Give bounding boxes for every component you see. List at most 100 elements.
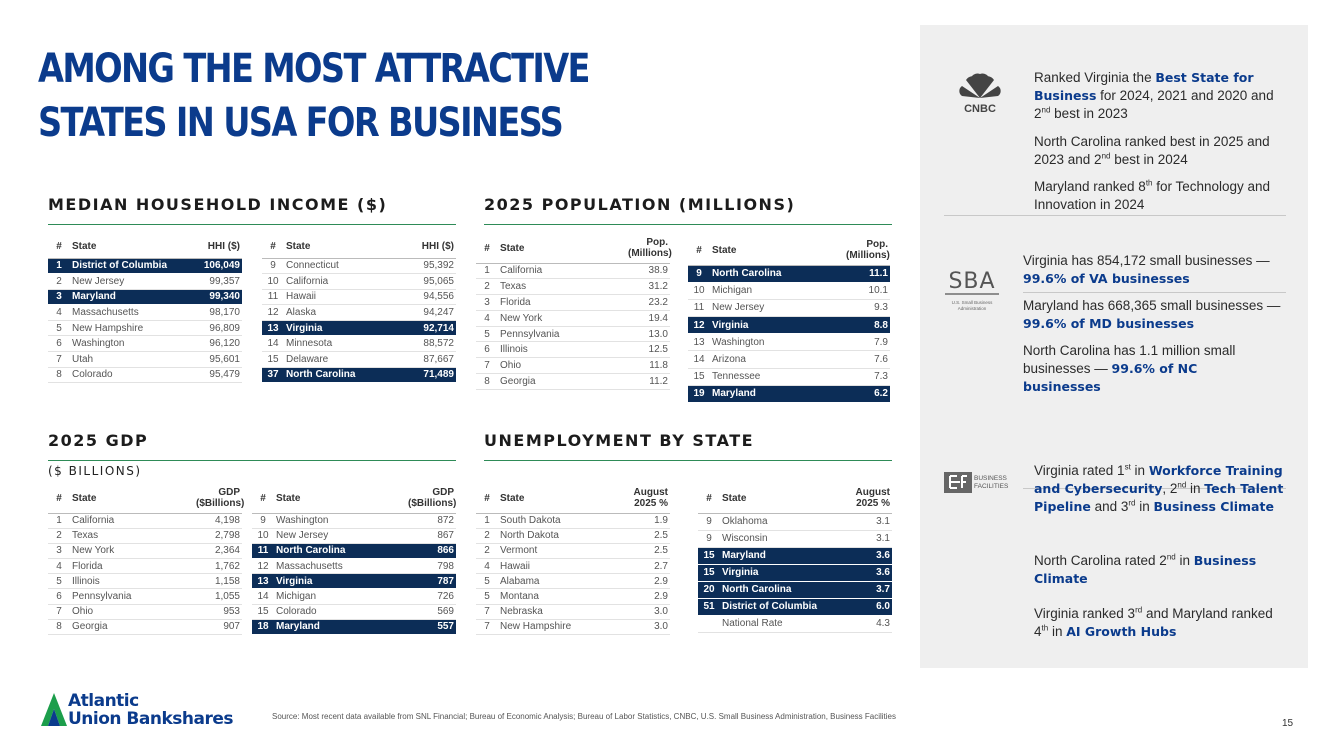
table-row: 5 Pennsylvania 13.0 [476,326,670,343]
table-row: 8 Colorado 95,479 [48,367,242,384]
text-segment: Virginia has 854,172 small businesses — [1023,253,1270,268]
divider [944,215,1286,216]
value-cell: 95,065 [414,273,456,290]
value-cell: 31.2 [626,278,670,296]
table-row: 4 New York 19.4 [476,310,670,327]
state-cell: District of Columbia [720,598,844,616]
value-cell: 95,479 [200,367,242,384]
state-cell: New Jersey [710,299,844,318]
value-cell: 1,158 [194,573,242,590]
state-cell: Massachusetts [274,558,406,575]
value-cell: 866 [406,543,456,560]
table-row: 13 Virginia 92,714 [262,320,456,337]
value-cell: 7.9 [844,333,890,352]
rank-cell: 20 [698,581,720,599]
table-row: 20 North Carolina 3.7 [698,581,892,599]
state-cell: District of Columbia [70,258,200,275]
text-segment: North Carolina rated 2 [1034,553,1167,568]
table-row: 14 Arizona 7.6 [688,350,890,369]
value-cell: 7.3 [844,368,890,386]
state-cell: New Jersey [274,528,406,544]
table-row: 19 Maryland 6.2 [688,385,890,404]
value-cell: 1.9 [624,513,670,529]
rank-cell: 1 [48,258,70,275]
company-name-line-2: Union Bankshares [68,709,234,729]
value-cell: 872 [406,513,456,529]
svg-text:Administration: Administration [958,306,987,311]
text-segment: and Maryland ranked 4 [1034,606,1273,639]
state-cell: Pennsylvania [70,588,194,605]
value-cell: 13.0 [626,326,670,343]
rank-cell: 9 [698,530,720,548]
text-segment: nd [1166,552,1176,562]
value-cell: 88,572 [414,335,456,353]
text-segment: th [1145,178,1153,188]
population-heading: 2025 POPULATION (MILLIONS) [484,195,892,225]
table-row: 2 Vermont 2.5 [476,543,670,560]
gdp-table-left: # State GDP ($Billions) 1 California 4,198 2 Te… [48,484,244,636]
rank-cell: 3 [48,543,70,560]
table-row: 5 New Hampshire 96,809 [48,320,242,337]
value-cell: 3.6 [844,547,892,565]
table-row: 2 Texas 31.2 [476,278,670,296]
rank-cell: 14 [252,588,274,605]
state-cell: Florida [70,558,194,575]
state-cell: Hawaii [284,289,414,306]
state-cell: North Carolina [274,543,406,560]
state-cell: Ohio [70,604,194,620]
rank-cell: 37 [262,367,284,384]
highlight-text: Best State for Business [1034,70,1254,103]
state-cell: South Dakota [498,513,624,529]
value-cell: 3.1 [844,513,892,531]
rank-cell: 6 [476,341,498,359]
table-row: 7 New Hampshire 3.0 [476,619,670,636]
table-row: 4 Massachusetts 98,170 [48,304,242,321]
rank-cell: 51 [698,598,720,616]
table-row: 11 Hawaii 94,556 [262,289,456,306]
value-cell: 11.2 [626,373,670,390]
text-segment: rd [1128,498,1136,508]
column-header: Pop. (Millions) [844,236,890,266]
svg-text:BUSINESS: BUSINESS [974,475,1008,482]
rank-cell: 15 [698,547,720,565]
svg-text:SBA: SBA [948,269,995,294]
text-segment: best in 2024 [1110,152,1188,167]
rank-cell: 2 [476,278,498,296]
table-row: 12 Virginia 8.8 [688,316,890,335]
table-row: 6 Pennsylvania 1,055 [48,588,242,605]
table-row: 13 Washington 7.9 [688,333,890,352]
bf-text-3: Virginia ranked 3rd and Maryland ranked … [1034,605,1284,641]
table-row: 15 Colorado 569 [252,604,456,620]
business-facilities-logo: BUSINESS FACILITIES [943,470,1019,496]
value-cell: 2.5 [624,528,670,544]
title-line-2: STATES IN USA FOR BUSINESS [38,100,564,146]
value-cell: 953 [194,604,242,620]
text-segment: nd [1177,480,1187,490]
value-cell: 6.0 [844,598,892,616]
state-cell: Texas [70,528,194,544]
state-cell: Illinois [498,341,626,359]
value-cell: 867 [406,528,456,544]
value-cell: 99,357 [200,273,242,290]
text-segment: Ranked Virginia the [1034,70,1156,85]
rank-cell: 11 [252,543,274,560]
table-row: 13 Virginia 787 [252,573,456,590]
state-cell: New Hampshire [70,320,200,337]
state-cell: North Carolina [720,581,844,599]
state-cell: Oklahoma [720,513,844,531]
rank-cell: 12 [262,304,284,321]
rank-cell: 5 [476,326,498,343]
rank-cell: 13 [252,573,274,590]
column-header: # [698,484,720,514]
text-segment: in [1175,553,1194,568]
rank-cell: 14 [688,350,710,369]
state-cell: Alaska [284,304,414,321]
table-row: 18 Maryland 557 [252,619,456,636]
highlight-text: 99.6% of MD businesses [1023,316,1195,331]
state-cell: Montana [498,588,624,605]
value-cell: 99,340 [200,289,242,306]
sba-text-1: Virginia has 854,172 small businesses — … [1023,252,1291,288]
table-row: 10 California 95,065 [262,273,456,290]
state-cell: Vermont [498,543,624,560]
